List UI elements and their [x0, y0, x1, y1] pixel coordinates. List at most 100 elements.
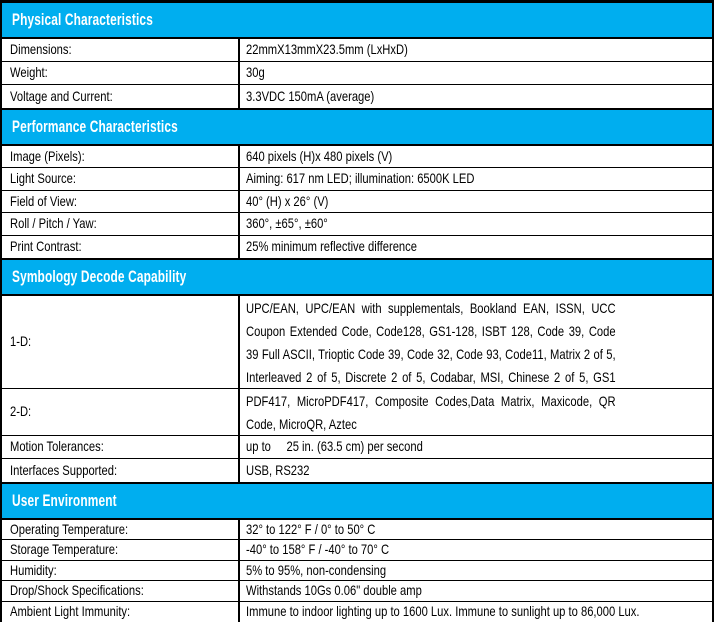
value-text: 40° (H) x 26° (V) — [246, 192, 329, 209]
row-value: 32° to 122° F / 0° to 50° C — [240, 520, 712, 539]
label-text: Motion Tolerances: — [10, 438, 104, 455]
row-value: 30g — [240, 62, 712, 84]
row-roll-pitch-yaw: Roll / Pitch / Yaw: 360°, ±65°, ±60° — [2, 213, 712, 236]
label-text: Image (Pixels): — [10, 148, 85, 164]
label-text: 1-D: — [10, 333, 32, 350]
row-value: Aiming: 617 nm LED; illumination: 6500K … — [240, 168, 712, 189]
value-text: USB, RS232 — [246, 461, 310, 478]
label-text: Operating Temperature: — [10, 520, 129, 537]
row-storage-temperature: Storage Temperature: -40° to 158° F / -4… — [2, 540, 712, 561]
row-value: Withstands 10Gs 0.06" double amp — [240, 581, 712, 600]
value-text: 5% to 95%, non-condensing — [246, 561, 387, 578]
section-title: Symbology Decode Capability — [12, 266, 187, 286]
row-value: -40° to 158° F / -40° to 70° C — [240, 540, 712, 559]
row-1d-symbologies: 1-D: UPC/EAN, UPC/EAN with supplementals… — [2, 295, 712, 389]
row-image-pixels: Image (Pixels): 640 pixels (H)x 480 pixe… — [2, 146, 712, 169]
row-label: Motion Tolerances: — [2, 435, 240, 458]
row-value: Immune to indoor lighting up to 1600 Lux… — [240, 602, 712, 622]
section-header-physical: Physical Characteristics — [2, 3, 712, 39]
row-voltage-current: Voltage and Current: 3.3VDC 150mA (avera… — [2, 85, 712, 108]
value-text: Immune to indoor lighting up to 1600 Lux… — [246, 603, 640, 620]
row-ambient-light-immunity: Ambient Light Immunity: Immune to indoor… — [2, 601, 712, 622]
row-label: Field of View: — [2, 190, 240, 213]
section-header-performance: Performance Characteristics — [2, 108, 712, 146]
row-value: 40° (H) x 26° (V) — [240, 191, 712, 212]
row-label: Operating Temperature: — [2, 519, 240, 540]
label-text: Dimensions: — [10, 41, 72, 58]
label-text: Voltage and Current: — [10, 87, 113, 104]
row-light-source: Light Source: Aiming: 617 nm LED; illumi… — [2, 168, 712, 191]
value-text: 3.3VDC 150mA (average) — [246, 87, 375, 104]
label-text: Storage Temperature: — [10, 541, 119, 558]
label-text: Print Contrast: — [10, 238, 82, 255]
row-motion-tolerances: Motion Tolerances: up to 25 in. (63.5 cm… — [2, 435, 712, 459]
label-text: Ambient Light Immunity: — [10, 603, 131, 620]
section-rows: 1-D: UPC/EAN, UPC/EAN with supplementals… — [2, 295, 712, 482]
row-value: up to 25 in. (63.5 cm) per second — [240, 436, 712, 458]
section-title: Physical Characteristics — [12, 10, 153, 29]
row-value: 5% to 95%, non-condensing — [240, 561, 712, 580]
section-title: User Environment — [12, 490, 117, 510]
row-value: 360°, ±65°, ±60° — [240, 213, 712, 234]
label-text: Humidity: — [10, 561, 57, 578]
section-rows: Image (Pixels): 640 pixels (H)x 480 pixe… — [2, 146, 712, 258]
value-text: 25% minimum reflective difference — [246, 238, 417, 255]
section-physical-characteristics: Physical Characteristics Dimensions: 22m… — [2, 3, 712, 108]
value-text: 640 pixels (H)x 480 pixels (V) — [246, 148, 393, 164]
label-text: Roll / Pitch / Yaw: — [10, 215, 97, 232]
section-header-symbology: Symbology Decode Capability — [2, 257, 712, 296]
row-operating-temperature: Operating Temperature: 32° to 122° F / 0… — [2, 519, 712, 541]
row-label: Voltage and Current: — [2, 85, 240, 108]
row-weight: Weight: 30g — [2, 62, 712, 85]
row-label: 1-D: — [2, 295, 240, 388]
section-header-user-environment: User Environment — [2, 481, 712, 520]
row-value: 22mmX13mmX23.5mm (LxHxD) — [240, 39, 712, 61]
section-symbology-decode: Symbology Decode Capability 1-D: UPC/EAN… — [2, 257, 712, 482]
row-print-contrast: Print Contrast: 25% minimum reflective d… — [2, 235, 712, 258]
row-value: USB, RS232 — [240, 459, 712, 482]
value-text: 360°, ±65°, ±60° — [246, 215, 328, 232]
value-text: 32° to 122° F / 0° to 50° C — [246, 520, 376, 537]
section-title: Performance Characteristics — [12, 117, 178, 136]
row-label: Ambient Light Immunity: — [2, 601, 240, 622]
section-rows: Operating Temperature: 32° to 122° F / 0… — [2, 519, 712, 622]
row-value: UPC/EAN, UPC/EAN with supplementals, Boo… — [240, 296, 712, 388]
row-value: 25% minimum reflective difference — [240, 236, 712, 258]
row-label: Storage Temperature: — [2, 540, 240, 560]
value-text: 22mmX13mmX23.5mm (LxHxD) — [246, 41, 408, 58]
row-humidity: Humidity: 5% to 95%, non-condensing — [2, 560, 712, 582]
label-text: Drop/Shock Specifications: — [10, 582, 144, 599]
row-label: Roll / Pitch / Yaw: — [2, 213, 240, 235]
row-label: Weight: — [2, 62, 240, 84]
label-text: Light Source: — [10, 170, 76, 187]
row-label: Image (Pixels): — [2, 146, 240, 168]
value-text: UPC/EAN, UPC/EAN with supplementals, Boo… — [246, 299, 616, 385]
label-text: Field of View: — [10, 192, 78, 209]
section-user-environment: User Environment Operating Temperature: … — [2, 481, 712, 622]
value-text: up to 25 in. (63.5 cm) per second — [246, 438, 423, 455]
section-rows: Dimensions: 22mmX13mmX23.5mm (LxHxD) Wei… — [2, 39, 712, 108]
row-field-of-view: Field of View: 40° (H) x 26° (V) — [2, 190, 712, 214]
row-value: PDF417, MicroPDF417, Composite Codes,Dat… — [240, 389, 712, 435]
row-value: 640 pixels (H)x 480 pixels (V) — [240, 146, 712, 167]
row-label: Dimensions: — [2, 39, 240, 61]
label-text: Interfaces Supported: — [10, 461, 118, 478]
row-label: Print Contrast: — [2, 235, 240, 258]
row-label: Interfaces Supported: — [2, 458, 240, 482]
row-label: Drop/Shock Specifications: — [2, 581, 240, 601]
row-drop-shock: Drop/Shock Specifications: Withstands 10… — [2, 581, 712, 602]
row-value: 3.3VDC 150mA (average) — [240, 85, 712, 108]
value-text: Withstands 10Gs 0.06" double amp — [246, 582, 422, 599]
section-performance-characteristics: Performance Characteristics Image (Pixel… — [2, 108, 712, 258]
row-label: 2-D: — [2, 388, 240, 435]
label-text: 2-D: — [10, 403, 32, 420]
label-text: Weight: — [10, 64, 48, 81]
row-label: Humidity: — [2, 560, 240, 581]
row-2d-symbologies: 2-D: PDF417, MicroPDF417, Composite Code… — [2, 388, 712, 436]
value-text: Aiming: 617 nm LED; illumination: 6500K … — [246, 170, 475, 187]
row-interfaces-supported: Interfaces Supported: USB, RS232 — [2, 458, 712, 482]
value-text: -40° to 158° F / -40° to 70° C — [246, 541, 390, 558]
row-dimensions: Dimensions: 22mmX13mmX23.5mm (LxHxD) — [2, 39, 712, 62]
value-text: PDF417, MicroPDF417, Composite Codes,Dat… — [246, 392, 616, 432]
